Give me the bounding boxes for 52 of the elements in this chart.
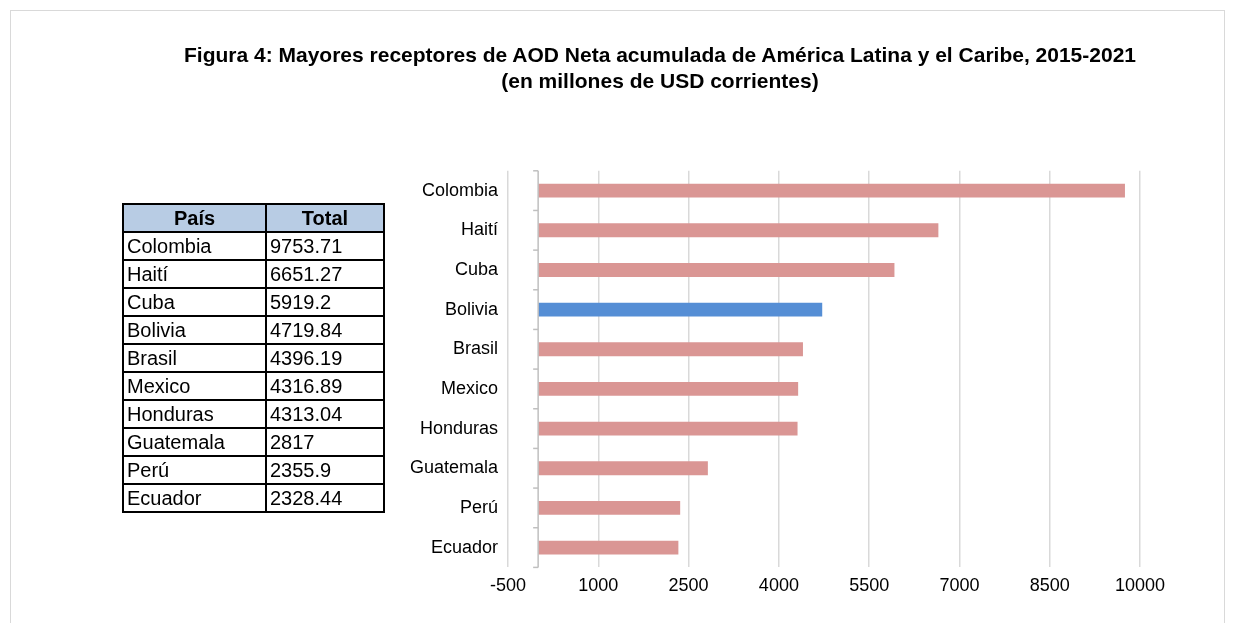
text: 2328.44 [270, 486, 343, 509]
category-label: Brasil [123, 344, 266, 372]
text: Total [266, 204, 384, 232]
bar [538, 183, 1125, 198]
category-label: Mexico [123, 372, 266, 400]
x-tick-label: 2500 [668, 575, 709, 596]
text: 5919.2 [270, 290, 332, 313]
category-label: Colombia [123, 232, 266, 260]
text: 4396.19 [270, 346, 343, 369]
chart-subtitle: (en millones de USD corrientes) [500, 68, 820, 94]
y-tick-label: Colombia [422, 179, 500, 200]
y-tick-label: Brasil [453, 338, 499, 359]
bar [538, 540, 679, 555]
y-tick-label: Honduras [420, 417, 499, 438]
category-label: Bolivia [123, 316, 266, 344]
y-tick-label: Perú [460, 496, 499, 517]
category-label: Cuba [123, 288, 266, 316]
x-tick-label: 8500 [1029, 575, 1070, 596]
bar [538, 381, 799, 396]
y-tick-label: Guatemala [409, 457, 500, 478]
bar [538, 500, 681, 515]
category-label: Ecuador [123, 484, 266, 512]
category-label: Honduras [123, 400, 266, 428]
category-label: Guatemala [123, 428, 266, 456]
bar [538, 421, 798, 436]
bar [538, 342, 803, 357]
bar [538, 263, 895, 277]
text: 2817 [270, 430, 315, 453]
y-tick-label: Mexico [441, 377, 499, 398]
category-label: Perú [123, 456, 266, 484]
bar [538, 223, 939, 238]
text: 4719.84 [270, 318, 343, 341]
text: 2355.9 [270, 458, 332, 481]
chart-title: Figura 4: Mayores receptores de AOD Neta acumulada de América Latina y el Caribe, 2015-2021 [183, 42, 1137, 68]
x-tick-label: 7000 [939, 575, 980, 596]
y-tick-label: Haití [461, 219, 499, 240]
x-tick-label: 10000 [1114, 575, 1166, 596]
y-tick-label: Ecuador [431, 536, 499, 557]
x-tick-label: 4000 [758, 575, 799, 596]
text: 4316.89 [270, 374, 343, 397]
y-tick-label: Cuba [455, 258, 500, 279]
text: País [123, 204, 266, 232]
text: 6651.27 [270, 262, 343, 285]
bar [538, 461, 708, 476]
x-tick-label: -500 [490, 575, 527, 596]
y-tick-label: Bolivia [445, 298, 500, 319]
category-label: Haití [123, 260, 266, 288]
text: 9753.71 [270, 234, 343, 257]
bar [538, 302, 823, 317]
x-tick-label: 5500 [849, 575, 890, 596]
x-tick-label: 1000 [578, 575, 619, 596]
text: 4313.04 [270, 402, 343, 425]
